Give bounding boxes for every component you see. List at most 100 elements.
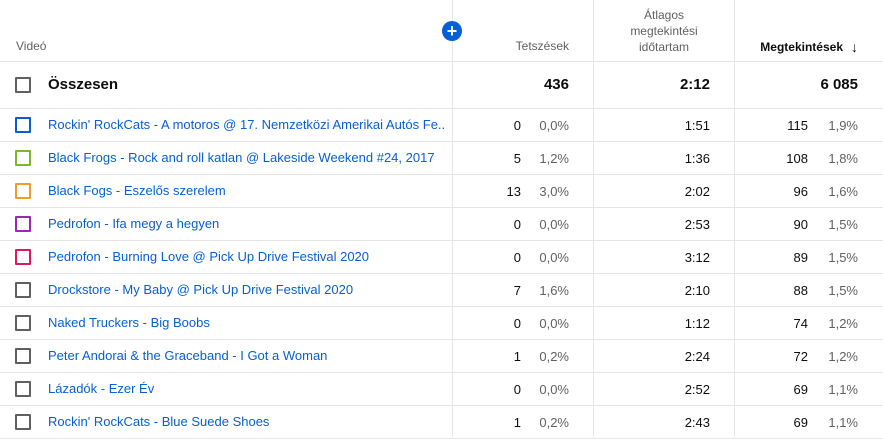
row-divider: [0, 108, 883, 109]
likes-percent: 1,2%: [539, 151, 569, 166]
views-count: 96: [793, 184, 808, 199]
column-divider: [593, 0, 594, 437]
likes-percent: 1,6%: [539, 283, 569, 298]
avg-duration: 2:52: [684, 382, 710, 397]
row-divider: [0, 405, 883, 406]
likes-percent: 0,2%: [539, 349, 569, 364]
views-percent: 1,8%: [828, 151, 858, 166]
avg-duration: 1:51: [684, 118, 710, 133]
row-divider: [0, 174, 883, 175]
row-divider: [0, 306, 883, 307]
likes-count: 0: [513, 316, 521, 331]
table-row: Naked Truckers - Big Boobs 0 0,0% 1:12 74 1,2…: [0, 307, 883, 340]
row-checkbox[interactable]: [15, 150, 31, 166]
avg-duration: 2:43: [684, 415, 710, 430]
video-title-link[interactable]: Rockin' RockCats - A motoros @ 17. Nemze…: [48, 117, 446, 132]
header-views-label: Megtekintések: [760, 40, 843, 54]
table-row: Rockin' RockCats - A motoros @ 17. Nemze…: [0, 109, 883, 142]
total-likes: 436: [543, 76, 569, 93]
row-checkbox[interactable]: [15, 348, 31, 364]
header-video[interactable]: Videó: [16, 39, 47, 53]
video-title-link[interactable]: Black Frogs - Rock and roll katlan @ Lak…: [48, 150, 435, 165]
likes-percent: 0,2%: [539, 415, 569, 430]
video-title-link[interactable]: Black Fogs - Eszelős szerelem: [48, 183, 226, 198]
likes-count: 0: [513, 217, 521, 232]
table-row: Peter Andorai & the Graceband - I Got a …: [0, 340, 883, 373]
row-checkbox[interactable]: [15, 183, 31, 199]
video-title-link[interactable]: Pedrofon - Burning Love @ Pick Up Drive …: [48, 249, 370, 264]
row-divider: [0, 372, 883, 373]
row-divider: [0, 141, 883, 142]
avg-duration: 3:12: [684, 250, 710, 265]
total-checkbox[interactable]: [15, 77, 31, 93]
views-count: 90: [793, 217, 808, 232]
likes-percent: 0,0%: [539, 250, 569, 265]
views-count: 74: [793, 316, 808, 331]
views-percent: 1,5%: [828, 250, 858, 265]
row-checkbox[interactable]: [15, 282, 31, 298]
likes-count: 1: [513, 415, 521, 430]
column-divider: [734, 0, 735, 437]
video-title-link[interactable]: Rockin' RockCats - Blue Suede Shoes: [48, 414, 270, 429]
avg-duration: 1:12: [684, 316, 710, 331]
likes-count: 5: [513, 151, 521, 166]
likes-percent: 0,0%: [539, 217, 569, 232]
total-avg-duration: 2:12: [679, 76, 710, 93]
views-count: 89: [793, 250, 808, 265]
header-avg-duration[interactable]: Átlagos megtekintési időtartam: [594, 7, 734, 55]
video-title-link[interactable]: Pedrofon - Ifa megy a hegyen: [48, 216, 220, 231]
row-checkbox[interactable]: [15, 381, 31, 397]
row-divider: [0, 207, 883, 208]
row-checkbox[interactable]: [15, 414, 31, 430]
views-percent: 1,9%: [828, 118, 858, 133]
avg-duration: 2:53: [684, 217, 710, 232]
video-title-link[interactable]: Drockstore - My Baby @ Pick Up Drive Fes…: [48, 282, 354, 297]
avg-duration: 2:10: [684, 283, 710, 298]
avg-duration: 2:24: [684, 349, 710, 364]
row-divider: [0, 240, 883, 241]
table-row: Drockstore - My Baby @ Pick Up Drive Fes…: [0, 274, 883, 307]
views-percent: 1,5%: [828, 217, 858, 232]
table-row: Black Frogs - Rock and roll katlan @ Lak…: [0, 142, 883, 175]
views-percent: 1,2%: [828, 349, 858, 364]
views-percent: 1,5%: [828, 283, 858, 298]
views-percent: 1,6%: [828, 184, 858, 199]
views-count: 72: [793, 349, 808, 364]
header-avg-line3: időtartam: [638, 40, 690, 54]
total-row: Összesen 436 2:12 6 085: [0, 62, 883, 108]
row-checkbox[interactable]: [15, 117, 31, 133]
row-checkbox[interactable]: [15, 249, 31, 265]
table-row: Pedrofon - Ifa megy a hegyen 0 0,0% 2:53 90 1…: [0, 208, 883, 241]
likes-percent: 0,0%: [539, 316, 569, 331]
views-count: 69: [793, 415, 808, 430]
row-divider: [0, 339, 883, 340]
table-row: Lázadók - Ezer Év 0 0,0% 2:52 69 1,1%: [0, 373, 883, 406]
likes-count: 7: [513, 283, 521, 298]
table-row: Black Fogs - Eszelős szerelem 13 3,0% 2:02 9…: [0, 175, 883, 208]
header-avg-line2: megtekintési: [630, 24, 698, 38]
likes-count: 13: [506, 184, 521, 199]
likes-count: 1: [513, 349, 521, 364]
row-divider: [0, 273, 883, 274]
header-avg-line1: Átlagos: [643, 8, 685, 22]
table-row: Rockin' RockCats - Blue Suede Shoes 1 0,2%…: [0, 406, 883, 439]
total-label: Összesen: [48, 76, 119, 93]
video-title-link[interactable]: Peter Andorai & the Graceband - I Got a …: [48, 348, 328, 363]
column-divider: [452, 0, 453, 437]
avg-duration: 1:36: [684, 151, 710, 166]
video-title-link[interactable]: Lázadók - Ezer Év: [48, 381, 155, 396]
header-likes[interactable]: Tetszések: [515, 39, 569, 53]
total-views: 6 085: [820, 76, 858, 93]
row-checkbox[interactable]: [15, 315, 31, 331]
sort-down-icon[interactable]: ↓: [851, 39, 858, 55]
likes-count: 0: [513, 250, 521, 265]
row-checkbox[interactable]: [15, 216, 31, 232]
avg-duration: 2:02: [684, 184, 710, 199]
header-views[interactable]: Megtekintések ↓: [760, 39, 858, 55]
video-title-link[interactable]: Naked Truckers - Big Boobs: [48, 315, 210, 330]
likes-count: 0: [513, 118, 521, 133]
views-percent: 1,2%: [828, 316, 858, 331]
add-column-icon[interactable]: +: [442, 21, 462, 41]
views-percent: 1,1%: [828, 415, 858, 430]
